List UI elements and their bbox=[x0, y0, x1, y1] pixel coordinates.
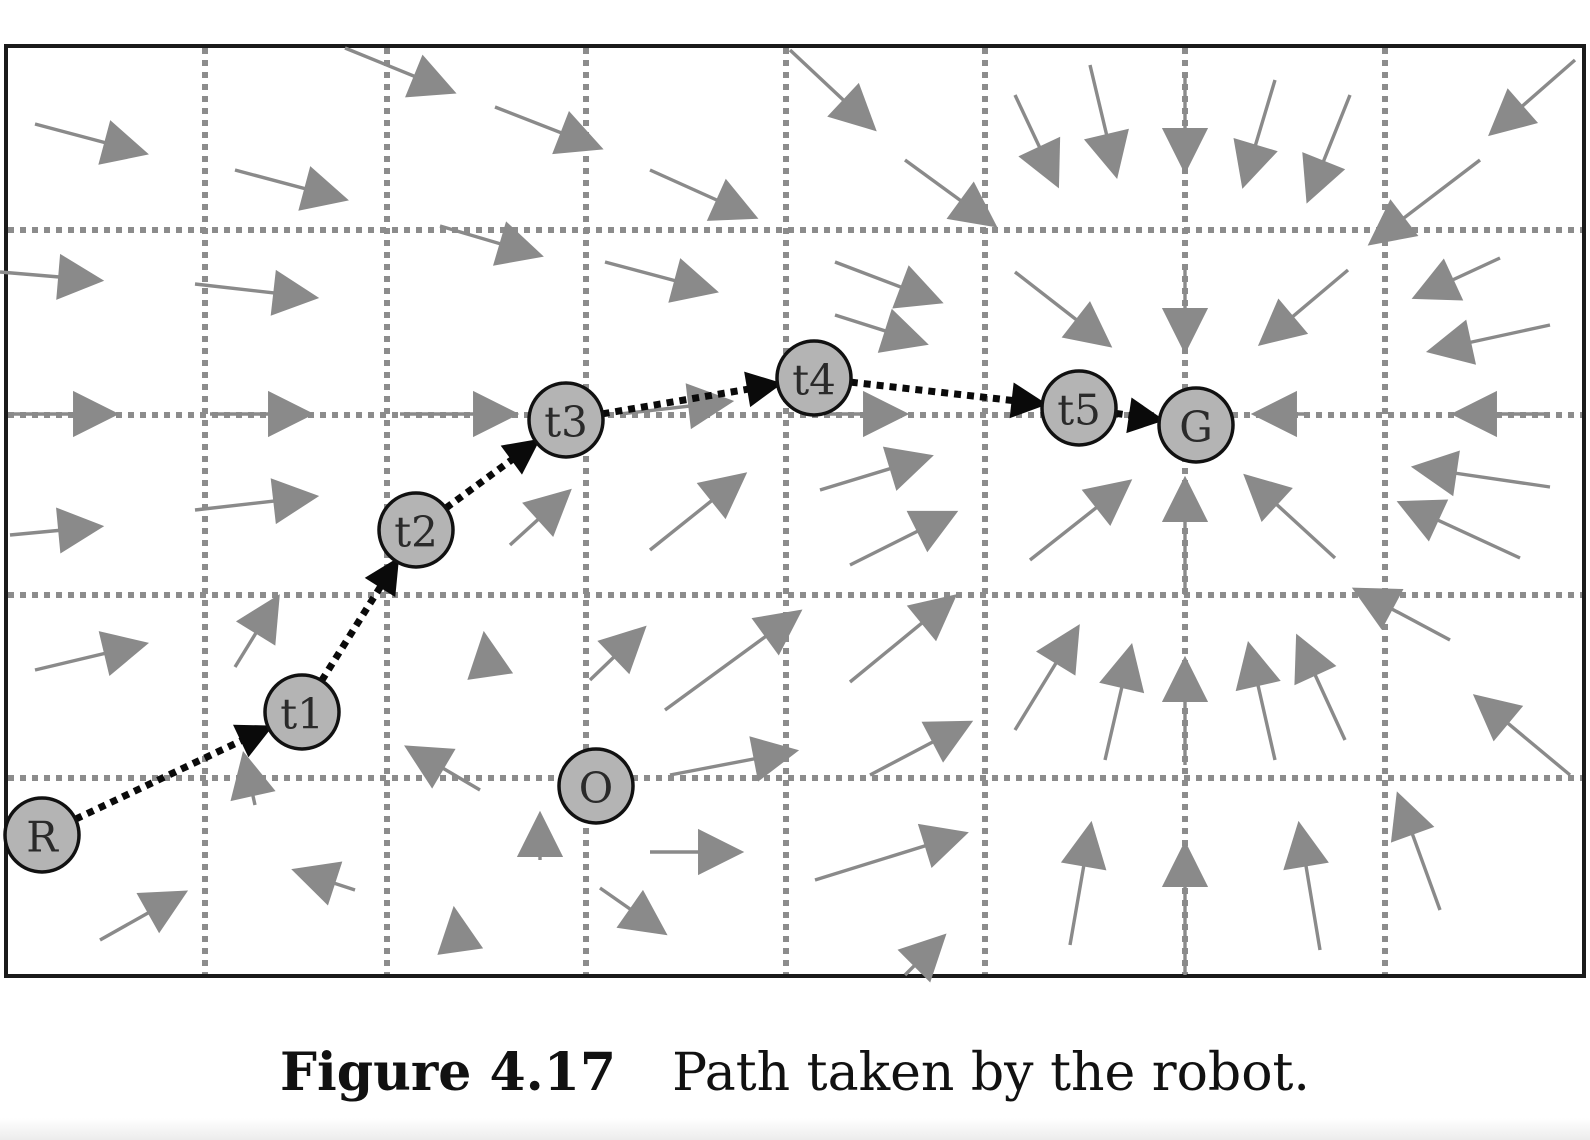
field-arrow bbox=[669, 736, 800, 782]
robot-path bbox=[73, 371, 1165, 823]
potential-field-diagram: Rt1 t2 t3 t4 t5 G O bbox=[0, 44, 1586, 983]
field-arrow bbox=[0, 253, 105, 300]
node-t5: t5 bbox=[1040, 369, 1118, 447]
caption-text: Path taken by the robot. bbox=[672, 1043, 1310, 1103]
node-O: O bbox=[557, 747, 635, 825]
field-arrow bbox=[1060, 820, 1107, 946]
field-arrow bbox=[903, 158, 998, 228]
field-arrow bbox=[1488, 58, 1577, 137]
field-arrow bbox=[834, 260, 944, 309]
field-arrow bbox=[508, 488, 572, 547]
field-arrow bbox=[599, 886, 668, 936]
node-circle bbox=[775, 339, 853, 417]
node-label: t1 bbox=[280, 690, 324, 739]
figure-frame bbox=[4, 44, 1586, 978]
field-arrow bbox=[619, 383, 735, 430]
field-arrow bbox=[233, 594, 280, 668]
field-arrow bbox=[1351, 587, 1451, 642]
field-arrow bbox=[648, 472, 748, 552]
field-arrow bbox=[649, 168, 759, 221]
node-label: R bbox=[26, 813, 59, 862]
field-arrow bbox=[467, 630, 514, 680]
force-field-arrows bbox=[0, 46, 1577, 983]
field-arrow bbox=[1099, 642, 1145, 761]
field-arrow bbox=[897, 933, 947, 983]
node-t2: t2 bbox=[377, 491, 455, 569]
node-circle bbox=[377, 491, 455, 569]
field-arrow bbox=[1410, 450, 1551, 497]
field-arrow bbox=[588, 625, 647, 682]
field-arrow bbox=[848, 594, 958, 684]
figure-caption: Figure 4.17 Path taken by the robot. bbox=[0, 1042, 1590, 1103]
field-arrow bbox=[849, 510, 959, 567]
field-arrow bbox=[437, 905, 484, 955]
field-arrow bbox=[34, 120, 149, 165]
field-arrow bbox=[344, 46, 457, 98]
field-arrow bbox=[834, 308, 929, 353]
field-arrow bbox=[1367, 158, 1482, 246]
path-segment-t2-t3 bbox=[443, 438, 541, 511]
node-circle bbox=[3, 796, 81, 874]
field-arrow bbox=[1028, 479, 1133, 562]
field-arrow bbox=[788, 48, 877, 132]
caption-number: Figure 4.17 bbox=[280, 1042, 617, 1103]
field-arrow bbox=[1390, 791, 1442, 911]
path-nodes: Rt1 t2 t3 t4 t5 G O bbox=[3, 339, 1235, 874]
field-arrow bbox=[1243, 473, 1337, 560]
path-segment-t1-t2 bbox=[318, 556, 400, 683]
node-t3: t3 bbox=[527, 381, 605, 459]
path-segment-t3-t4 bbox=[601, 371, 783, 418]
field-arrow bbox=[404, 745, 481, 792]
field-arrow bbox=[1233, 79, 1278, 189]
field-arrow bbox=[1235, 640, 1281, 761]
field-arrow bbox=[814, 823, 969, 882]
page-edge-shade bbox=[0, 1118, 1590, 1140]
node-label: O bbox=[579, 764, 613, 813]
node-circle bbox=[263, 673, 341, 751]
field-arrow bbox=[1013, 270, 1113, 348]
field-arrow bbox=[34, 631, 149, 677]
field-arrow bbox=[291, 861, 356, 906]
grid-lines bbox=[8, 48, 1582, 974]
field-arrow bbox=[1257, 268, 1350, 346]
field-arrow bbox=[869, 720, 974, 777]
field-arrow bbox=[1425, 319, 1551, 365]
field-arrow bbox=[663, 609, 803, 712]
node-label: G bbox=[1179, 403, 1213, 452]
node-circle bbox=[557, 747, 635, 825]
field-arrow bbox=[1283, 820, 1329, 951]
node-circle bbox=[527, 381, 605, 459]
node-t4: t4 bbox=[775, 339, 853, 417]
node-circle bbox=[1040, 369, 1118, 447]
field-arrow bbox=[194, 269, 320, 316]
field-arrow bbox=[1294, 633, 1347, 741]
node-circle bbox=[1157, 386, 1235, 464]
field-arrow bbox=[234, 166, 349, 211]
node-label: t2 bbox=[394, 508, 438, 557]
node-R: R bbox=[3, 796, 81, 874]
field-arrow bbox=[9, 507, 105, 554]
field-arrow bbox=[1411, 256, 1501, 301]
field-arrow bbox=[1013, 624, 1080, 731]
field-arrow bbox=[1083, 64, 1129, 179]
field-arrow bbox=[1396, 499, 1521, 560]
path-segment-t4-t5 bbox=[850, 378, 1048, 419]
field-arrow bbox=[439, 221, 544, 266]
node-label: t3 bbox=[544, 398, 588, 447]
node-t1: t1 bbox=[263, 673, 341, 751]
field-arrow bbox=[494, 105, 604, 155]
node-G: G bbox=[1157, 386, 1235, 464]
field-arrow bbox=[194, 478, 320, 525]
field-arrow bbox=[1302, 94, 1352, 204]
path-segment-R-t1 bbox=[73, 724, 274, 823]
node-label: t4 bbox=[792, 356, 836, 405]
field-arrow bbox=[230, 750, 276, 806]
field-arrow bbox=[99, 890, 189, 942]
field-arrow bbox=[1013, 94, 1061, 189]
field-arrow bbox=[1472, 694, 1572, 777]
node-label: t5 bbox=[1057, 386, 1101, 435]
field-arrow bbox=[604, 258, 719, 303]
field-arrow bbox=[819, 446, 934, 492]
